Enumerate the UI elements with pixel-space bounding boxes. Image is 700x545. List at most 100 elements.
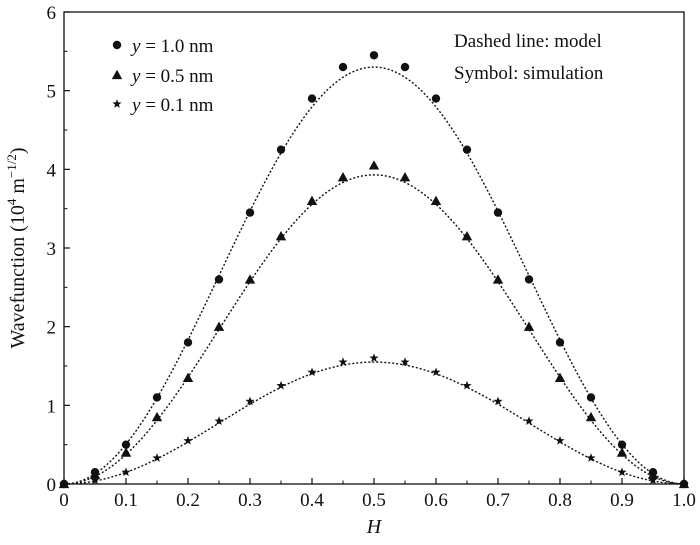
data-point-s3-13: [462, 380, 472, 390]
y-tick-label-0: 0: [47, 475, 57, 496]
model-line-3: [63, 361, 685, 485]
data-point-s1-13: [462, 145, 472, 154]
data-point-s3-10: [369, 353, 379, 363]
data-point-s2-3: [151, 411, 163, 422]
x-tick-label-0: 0: [59, 490, 69, 511]
x-tick-label-9: 0.9: [610, 490, 634, 511]
legend-marker-1: [112, 40, 122, 50]
x-tick-label-4: 0.4: [300, 490, 324, 511]
data-point-s2-13: [461, 231, 473, 241]
data-point-s2-4: [182, 372, 194, 382]
x-tick-label-3: 0.3: [238, 490, 262, 511]
y-axis-label-exp1: 4: [4, 198, 19, 205]
data-point-s1-6: [245, 208, 255, 217]
data-point-s1-15: [524, 275, 534, 284]
data-point-s1-12: [431, 94, 441, 103]
data-point-s3-9: [338, 357, 348, 366]
data-point-s2-14: [492, 274, 504, 284]
data-point-s3-2: [121, 467, 131, 477]
model-line-2: [63, 174, 685, 485]
data-point-s2-8: [306, 195, 318, 205]
data-point-s1-2: [121, 440, 131, 449]
legend-label-2: y = 0.5 nm: [130, 66, 214, 87]
data-point-s1-3: [152, 393, 162, 402]
legend-var-1: y: [130, 36, 141, 57]
data-point-s2-6: [244, 274, 256, 284]
data-point-s2-9: [337, 172, 349, 182]
annotation-simulation: Symbol: simulation: [454, 63, 604, 84]
model-line-1: [63, 66, 685, 485]
legend-label-1: y = 1.0 nm: [130, 36, 214, 57]
data-point-s2-10: [368, 160, 380, 170]
x-tick-label-10: 1.0: [672, 490, 696, 511]
data-point-s2-12: [430, 195, 442, 205]
data-point-s1-16: [555, 338, 565, 347]
data-point-s2-1: [89, 469, 101, 479]
data-point-s3-17: [586, 453, 596, 462]
annotation-model: Dashed line: model: [454, 31, 602, 52]
x-tick-label-1: 0.1: [114, 490, 138, 511]
y-axis-label-middle: m: [7, 178, 29, 199]
y-axis-label: Wavefunction (104 m−1/2): [4, 147, 29, 348]
x-tick-label-2: 0.2: [176, 490, 200, 511]
data-point-s3-12: [431, 367, 441, 377]
legend-rest-3: = 0.1 nm: [140, 95, 213, 116]
data-point-s2-7: [275, 231, 287, 241]
y-tick-label-6: 6: [47, 3, 57, 24]
y-axis-label-suffix: ): [7, 147, 29, 154]
data-point-s3-14: [493, 396, 503, 406]
x-tick-label-5: 0.5: [362, 490, 386, 511]
legend-markers: [111, 40, 123, 108]
data-point-s3-6: [245, 396, 255, 406]
y-tick-label-5: 5: [47, 82, 57, 103]
data-point-s3-1: [90, 475, 100, 484]
data-point-s3-11: [400, 357, 410, 366]
data-point-s3-4: [183, 435, 193, 445]
data-point-s2-18: [616, 447, 628, 457]
legend-marker-3: [112, 99, 122, 108]
data-point-s1-11: [400, 62, 410, 72]
y-axis-label-prefix: Wavefunction (10: [7, 205, 29, 348]
legend-var-2: y: [130, 66, 141, 87]
legend-marker-2: [111, 69, 123, 80]
data-point-s1-18: [617, 440, 627, 449]
data-point-s2-17: [585, 411, 597, 422]
data-point-s3-19: [648, 475, 658, 484]
legend-label-3: y = 0.1 nm: [130, 95, 214, 116]
data-point-s3-16: [555, 435, 565, 445]
data-point-s2-19: [647, 469, 659, 479]
data-point-s1-5: [214, 275, 224, 284]
y-tick-label-2: 2: [47, 318, 57, 339]
legend: y = 1.0 nm y = 0.5 nm y = 0.1 nm: [111, 36, 214, 116]
data-point-s1-4: [183, 338, 193, 347]
data-point-s3-15: [524, 416, 534, 425]
data-point-s2-5: [213, 321, 225, 331]
legend-rest-2: = 0.5 nm: [140, 66, 213, 87]
data-point-s2-16: [554, 372, 566, 382]
data-point-s3-8: [307, 367, 317, 377]
data-point-s1-10: [369, 51, 379, 60]
x-tick-label-8: 0.8: [548, 490, 572, 511]
legend-rest-1: = 1.0 nm: [140, 36, 213, 57]
y-tick-label-4: 4: [47, 160, 57, 181]
x-tick-label-7: 0.7: [486, 490, 510, 511]
data-point-s1-7: [276, 145, 286, 154]
data-point-s2-11: [399, 172, 411, 182]
data-point-s2-15: [523, 321, 535, 331]
data-point-s2-2: [120, 447, 132, 457]
legend-var-3: y: [130, 95, 141, 116]
data-point-s3-3: [152, 453, 162, 462]
x-tick-label-6: 0.6: [424, 490, 448, 511]
y-tick-label-1: 1: [47, 396, 57, 417]
y-tick-label-3: 3: [47, 239, 57, 260]
data-point-s1-9: [338, 62, 348, 72]
x-axis-label: H: [366, 516, 383, 538]
data-point-s3-7: [276, 380, 286, 390]
axis-ticks: 0 0.1 0.2 0.3 0.4 0.5 0.6 0.7 0.8 0.9 1.0 0 1 2 3 4 5 6: [47, 3, 696, 511]
y-axis-label-exp2: −1/2: [4, 154, 19, 178]
data-point-s1-8: [307, 94, 317, 103]
data-point-s3-18: [617, 467, 627, 477]
data-point-s1-14: [493, 208, 503, 217]
data-point-s1-17: [586, 393, 596, 402]
